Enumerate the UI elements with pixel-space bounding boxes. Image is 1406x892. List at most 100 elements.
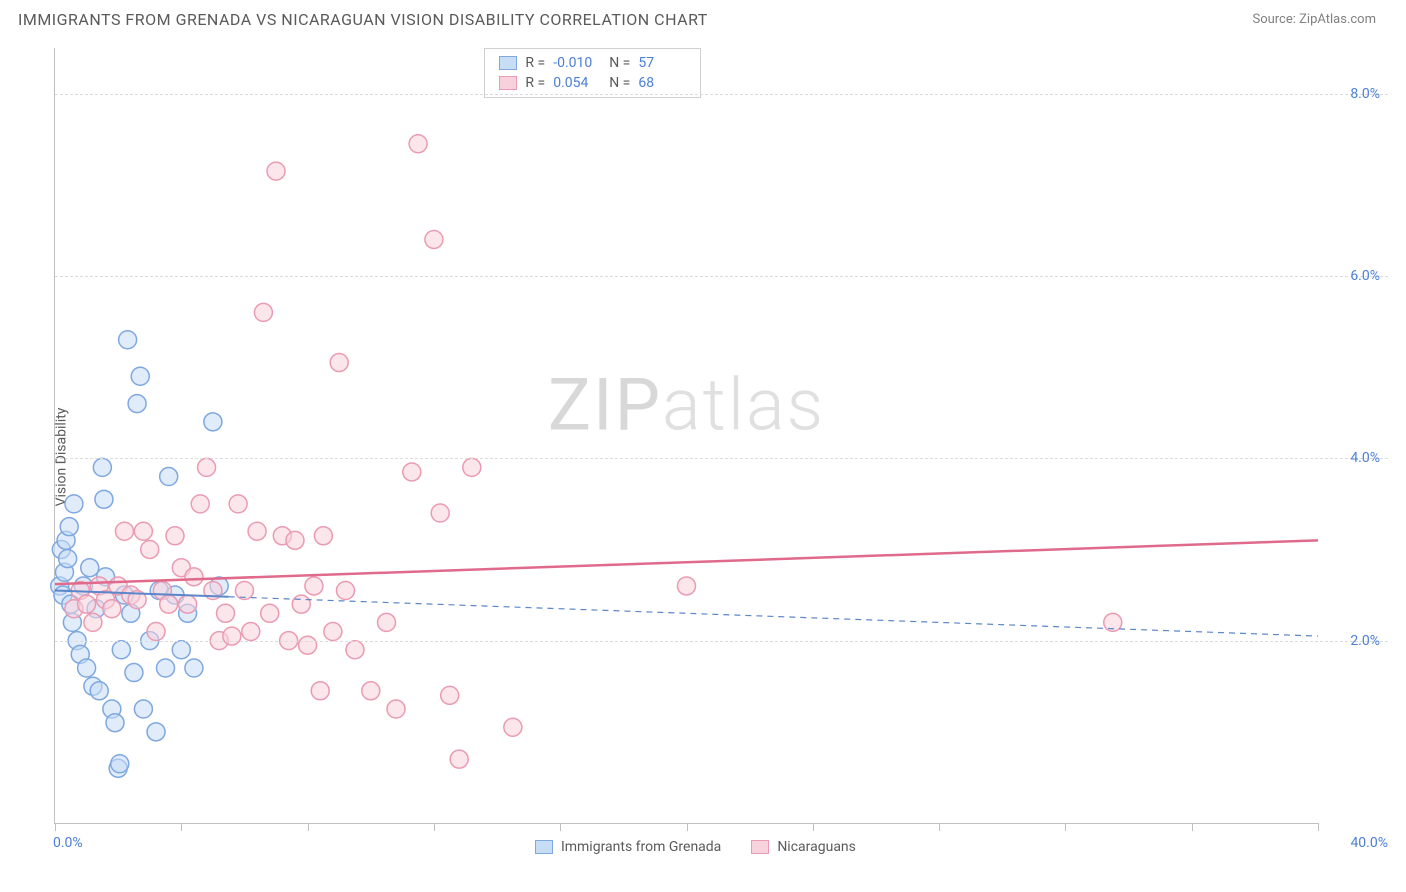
y-tick-label: 4.0% [1350,450,1380,466]
legend-item-grenada: Immigrants from Grenada [535,839,721,855]
data-point-nicaraguans [179,595,197,613]
data-point-nicaraguans [463,458,481,476]
r-label: R = [525,55,545,71]
data-point-grenada [81,559,99,577]
data-point-nicaraguans [387,700,405,718]
data-point-nicaraguans [336,582,354,600]
chart-title: IMMIGRANTS FROM GRENADA VS NICARAGUAN VI… [18,10,708,29]
data-point-grenada [128,395,146,413]
stats-row-grenada: R = -0.010 N = 57 [485,53,700,73]
data-point-nicaraguans [103,600,121,618]
gridline [55,641,1388,642]
data-point-nicaraguans [286,531,304,549]
gridline [55,276,1388,277]
data-point-nicaraguans [330,354,348,372]
data-point-nicaraguans [314,527,332,545]
data-point-nicaraguans [198,458,216,476]
gridline [55,94,1388,95]
r-value-grenada: -0.010 [553,55,601,71]
data-point-nicaraguans [403,463,421,481]
data-point-nicaraguans [305,577,323,595]
data-point-grenada [185,659,203,677]
x-tick [55,823,56,831]
data-point-nicaraguans [311,682,329,700]
x-tick [813,823,814,831]
x-tick [1318,823,1319,831]
data-point-nicaraguans [115,522,133,540]
gridline [55,458,1388,459]
stats-legend-box: R = -0.010 N = 57 R = 0.054 N = 68 [484,48,701,98]
data-point-grenada [95,490,113,508]
n-label: N = [609,55,630,71]
data-point-grenada [204,413,222,431]
stats-row-nicaraguans: R = 0.054 N = 68 [485,73,700,93]
data-point-nicaraguans [324,623,342,641]
data-point-nicaraguans [504,718,522,736]
data-point-nicaraguans [84,613,102,631]
data-point-nicaraguans [431,504,449,522]
data-point-grenada [157,659,175,677]
data-point-nicaraguans [425,230,443,248]
data-point-nicaraguans [450,750,468,768]
data-point-grenada [134,700,152,718]
x-tick [181,823,182,831]
data-point-nicaraguans [141,540,159,558]
data-point-grenada [106,714,124,732]
data-point-grenada [93,458,111,476]
data-point-nicaraguans [242,623,260,641]
data-point-nicaraguans [160,595,178,613]
data-point-nicaraguans [254,303,272,321]
data-point-grenada [125,664,143,682]
data-point-grenada [111,755,129,773]
y-tick-label: 2.0% [1350,633,1380,649]
r-label: R = [525,75,545,91]
data-point-nicaraguans [267,162,285,180]
x-tick [687,823,688,831]
data-point-grenada [147,723,165,741]
swatch-nicaraguans [751,840,769,854]
n-value-grenada: 57 [638,55,686,71]
bottom-legend: Immigrants from Grenada Nicaraguans [535,839,856,855]
data-point-grenada [119,331,137,349]
data-point-nicaraguans [261,604,279,622]
data-point-nicaraguans [191,495,209,513]
data-point-nicaraguans [292,595,310,613]
chart-container: Vision Disability ZIPatlas R = -0.010 N … [18,40,1388,874]
data-point-grenada [78,659,96,677]
data-point-nicaraguans [166,527,184,545]
x-tick [1192,823,1193,831]
data-point-nicaraguans [346,641,364,659]
data-point-nicaraguans [299,636,317,654]
legend-label-nicaraguans: Nicaraguans [777,839,856,855]
legend-label-grenada: Immigrants from Grenada [561,839,721,855]
data-point-nicaraguans [441,686,459,704]
data-point-grenada [60,518,78,536]
x-tick [434,823,435,831]
data-point-nicaraguans [378,613,396,631]
data-point-grenada [160,468,178,486]
legend-item-nicaraguans: Nicaraguans [751,839,856,855]
data-point-nicaraguans [134,522,152,540]
source-attribution: Source: ZipAtlas.com [1252,12,1376,27]
data-point-grenada [59,550,77,568]
data-point-nicaraguans [248,522,266,540]
x-tick [939,823,940,831]
data-point-nicaraguans [678,577,696,595]
swatch-grenada [499,56,517,70]
x-tick [308,823,309,831]
data-point-nicaraguans [185,568,203,586]
n-value-nicaraguans: 68 [638,75,686,91]
data-point-grenada [65,495,83,513]
x-tick [560,823,561,831]
x-tick [1065,823,1066,831]
swatch-grenada [535,840,553,854]
data-point-grenada [112,641,130,659]
r-value-nicaraguans: 0.054 [553,75,601,91]
data-point-nicaraguans [229,495,247,513]
data-point-nicaraguans [223,627,241,645]
data-point-nicaraguans [147,623,165,641]
y-tick-label: 8.0% [1350,86,1380,102]
data-point-nicaraguans [409,135,427,153]
data-point-nicaraguans [78,595,96,613]
x-tick-label-max: 40.0% [1350,835,1388,851]
